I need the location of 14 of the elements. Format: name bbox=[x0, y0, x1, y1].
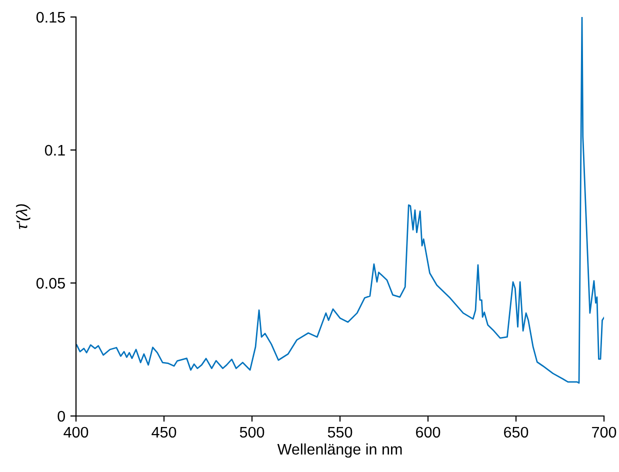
x-axis-title: Wellenlänge in nm bbox=[277, 443, 402, 458]
x-tick-label: 600 bbox=[416, 426, 440, 438]
x-tick-label: 450 bbox=[152, 426, 176, 438]
line-series bbox=[76, 17, 604, 384]
y-axis-title: τ'(λ) bbox=[16, 204, 30, 230]
x-tick-label: 700 bbox=[592, 426, 616, 438]
x-tick-label: 500 bbox=[240, 426, 264, 438]
y-tick-label: 0 bbox=[58, 410, 65, 422]
y-tick-label: 0.15 bbox=[36, 12, 65, 23]
y-tick-label: 0.05 bbox=[36, 278, 65, 289]
x-tick-label: 400 bbox=[64, 426, 88, 438]
y-tick-label: 0.1 bbox=[44, 144, 65, 156]
x-tick-label: 650 bbox=[504, 426, 528, 438]
x-tick-label: 550 bbox=[328, 426, 352, 438]
